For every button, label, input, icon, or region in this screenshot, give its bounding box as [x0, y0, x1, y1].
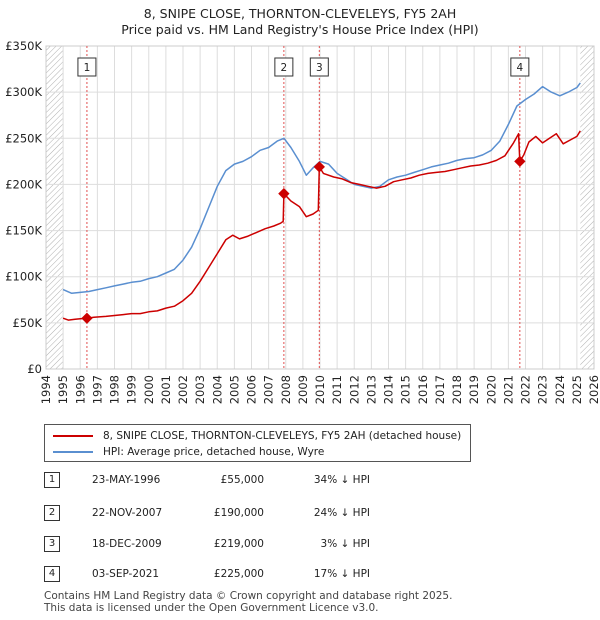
- x-tick-label: 2004: [210, 375, 224, 404]
- transaction-hpi-relation: 24% ↓ HPI: [313, 507, 370, 519]
- transaction-label: 4: [517, 62, 524, 74]
- x-tick-label: 2021: [501, 375, 515, 404]
- transaction-label-box: [77, 57, 97, 77]
- transaction-number: 1: [44, 472, 60, 488]
- transaction-marker: [514, 155, 526, 168]
- transaction-row: 1 23-MAY-1996 £55,000 34% ↓ HPI: [44, 472, 464, 490]
- x-tick-label: 2019: [467, 375, 481, 404]
- transaction-label-box: [274, 57, 294, 77]
- x-tick-label: 2005: [227, 375, 241, 404]
- legend-item-property: 8, SNIPE CLOSE, THORNTON-CLEVELEYS, FY5 …: [53, 428, 461, 444]
- footer-licence: This data is licensed under the Open Gov…: [44, 602, 379, 614]
- x-tick-label: 2002: [176, 375, 190, 404]
- x-tick-label: 2014: [382, 375, 396, 404]
- transaction-label: 2: [281, 62, 288, 74]
- x-tick-label: 2007: [262, 375, 276, 404]
- x-tick-label: 2020: [484, 375, 498, 404]
- transaction-row: 3 18-DEC-2009 £219,000 3% ↓ HPI: [44, 536, 464, 554]
- transaction-marker: [81, 312, 93, 324]
- x-tick-label: 2025: [570, 375, 584, 404]
- transaction-number: 2: [44, 505, 60, 521]
- chart-title: 8, SNIPE CLOSE, THORNTON-CLEVELEYS, FY5 …: [143, 6, 457, 21]
- x-tick-label: 2015: [399, 375, 413, 404]
- plot-frame: [45, 45, 595, 370]
- chart-subtitle: Price paid vs. HM Land Registry's House …: [121, 22, 479, 37]
- x-tick-label: 1997: [90, 375, 104, 404]
- transaction-price: £219,000: [213, 538, 264, 550]
- x-tick-label: 2022: [519, 375, 533, 404]
- y-tick-label: £200K: [5, 177, 42, 191]
- x-tick-label: 2011: [330, 375, 344, 404]
- transaction-date: 18-DEC-2009: [92, 538, 162, 550]
- legend-item-hpi: HPI: Average price, detached house, Wyre: [53, 444, 324, 460]
- x-tick-label: 1999: [125, 375, 139, 404]
- y-tick-label: £350K: [5, 39, 42, 53]
- legend-label-hpi: HPI: Average price, detached house, Wyre: [103, 446, 325, 458]
- hatch-region-right: [580, 46, 594, 369]
- x-tick-label: 2016: [416, 375, 430, 404]
- transaction-hpi-relation: 3% ↓ HPI: [320, 538, 370, 550]
- x-tick-label: 2006: [245, 375, 259, 404]
- series-line-property: [62, 130, 581, 321]
- y-tick-label: £150K: [5, 224, 42, 238]
- legend-swatch-hpi: [53, 451, 93, 453]
- y-tick-label: £100K: [5, 270, 42, 284]
- series-line-hpi: [62, 82, 581, 295]
- transaction-row: 4 03-SEP-2021 £225,000 17% ↓ HPI: [44, 566, 464, 584]
- x-tick-label: 2003: [193, 375, 207, 404]
- transaction-marker: [313, 161, 325, 173]
- transaction-date: 23-MAY-1996: [92, 474, 161, 486]
- transaction-date: 03-SEP-2021: [92, 568, 160, 580]
- x-tick-label: 2018: [450, 375, 464, 404]
- transaction-price: £225,000: [213, 568, 264, 580]
- legend-label-property: 8, SNIPE CLOSE, THORNTON-CLEVELEYS, FY5 …: [103, 430, 462, 442]
- x-tick-label: 1998: [108, 375, 122, 404]
- y-tick-label: £0: [27, 362, 42, 376]
- y-tick-label: £50K: [13, 316, 43, 330]
- transaction-marker: [278, 188, 290, 200]
- transaction-number: 4: [44, 566, 60, 582]
- transaction-row: 2 22-NOV-2007 £190,000 24% ↓ HPI: [44, 505, 464, 523]
- x-tick-label: 2017: [433, 375, 447, 404]
- x-tick-label: 2023: [536, 375, 550, 404]
- x-tick-label: 1995: [56, 375, 70, 404]
- transaction-label: 3: [316, 62, 323, 74]
- transaction-hpi-relation: 17% ↓ HPI: [313, 568, 370, 580]
- x-tick-label: 2009: [296, 375, 310, 404]
- legend-swatch-property: [53, 435, 93, 437]
- footer-copyright: Contains HM Land Registry data © Crown c…: [44, 590, 453, 602]
- x-tick-label: 1996: [73, 375, 87, 404]
- transaction-label-box: [510, 57, 530, 77]
- hatch-region-left: [46, 46, 64, 369]
- x-tick-label: 2000: [142, 375, 156, 404]
- x-tick-label: 2008: [279, 375, 293, 404]
- transaction-price: £190,000: [213, 507, 264, 519]
- chart-area: £0 £50K £100K £150K £200K £250K £300K £350K 1994…: [5, 39, 600, 404]
- transaction-number: 3: [44, 536, 60, 552]
- x-tick-label: 2024: [553, 375, 567, 404]
- y-tick-label: £250K: [5, 131, 42, 145]
- y-tick-label: £300K: [5, 85, 42, 99]
- chart-legend: 8, SNIPE CLOSE, THORNTON-CLEVELEYS, FY5 …: [44, 424, 471, 462]
- transaction-date: 22-NOV-2007: [92, 507, 163, 519]
- x-tick-label: 2010: [313, 375, 327, 404]
- x-tick-label: 2012: [347, 375, 361, 404]
- transaction-label: 1: [84, 62, 91, 74]
- x-tick-label: 2001: [159, 375, 173, 404]
- x-tick-label: 2013: [364, 375, 378, 404]
- x-tick-label: 1994: [39, 375, 53, 404]
- transaction-hpi-relation: 34% ↓ HPI: [313, 474, 370, 486]
- transaction-price: £55,000: [220, 474, 264, 486]
- x-tick-label: 2026: [587, 375, 600, 404]
- transaction-label-box: [309, 57, 329, 77]
